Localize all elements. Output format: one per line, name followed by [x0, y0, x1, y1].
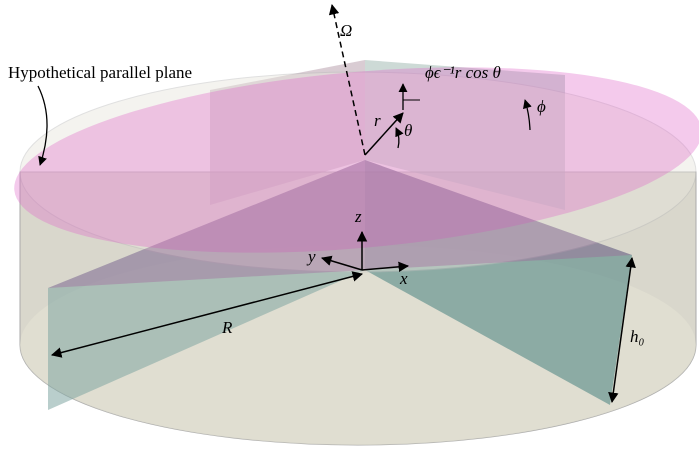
- r-label: r: [374, 111, 381, 130]
- diagram: Ω r θ ϕϵ⁻¹r cos θ ϕ Hypothetical paralle…: [0, 0, 699, 449]
- z-label: z: [354, 207, 362, 226]
- x-label: x: [399, 269, 408, 288]
- theta-label: θ: [404, 121, 412, 140]
- radius-label: R: [221, 318, 233, 337]
- tilt-label: ϕϵ⁻¹r cos θ: [425, 63, 501, 82]
- plane-label: Hypothetical parallel plane: [8, 63, 192, 82]
- phi-label: ϕ: [537, 97, 546, 116]
- omega-label: Ω: [340, 21, 352, 40]
- y-label: y: [306, 247, 316, 266]
- height-label: h₀: [630, 327, 645, 346]
